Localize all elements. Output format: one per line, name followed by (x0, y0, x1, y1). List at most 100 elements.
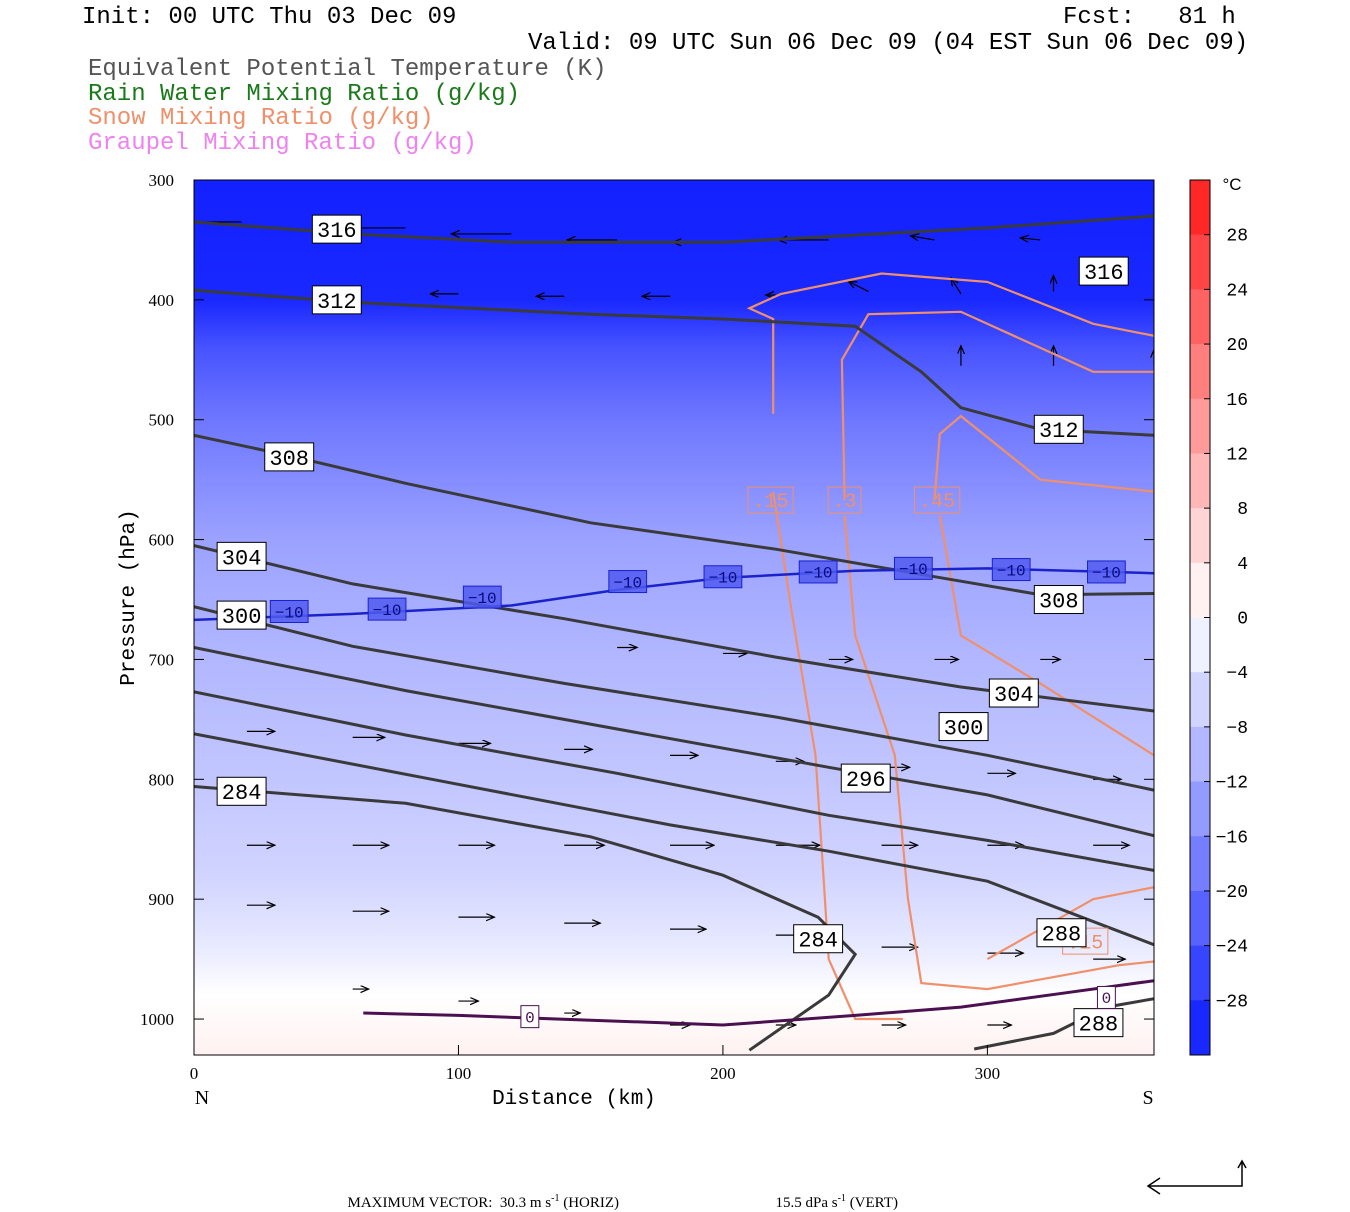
freezing-line (363, 979, 1154, 1027)
colorbar-swatch (1190, 180, 1210, 236)
isotherm-label-text: −10 (468, 590, 497, 608)
theta-e-label-text: 312 (1039, 419, 1079, 444)
theta-e-label-text: 308 (269, 447, 309, 472)
max-vector-vert-text: 15.5 dPa s (775, 1195, 838, 1211)
colorbar-swatch (1190, 945, 1210, 1001)
colorbar-label: −12 (1216, 774, 1248, 794)
colorbar-label: −8 (1226, 719, 1248, 739)
max-vector-horiz: MAXIMUM VECTOR: 30.3 m s-1 (HORIZ) (340, 1176, 620, 1212)
theta-e-contour-296 (194, 646, 1154, 838)
freezing-label-box (520, 1005, 540, 1029)
snow-label: .3 (827, 486, 862, 514)
legend-snow: Snow Mixing Ratio (g/kg) (88, 105, 434, 132)
theta-e-label-text: 316 (1084, 261, 1124, 286)
x-tick-label: 100 (446, 1064, 472, 1083)
wind-vector (910, 236, 935, 240)
vert-exponent: -1 (837, 1193, 846, 1204)
colorbar-swatch (1190, 344, 1210, 400)
colorbar-label: −4 (1226, 664, 1248, 684)
colorbar-swatch (1190, 617, 1210, 673)
theta-e-label-box (1073, 1008, 1124, 1038)
colorbar-swatch (1190, 1000, 1210, 1056)
y-tick-label: 1000 (140, 1010, 174, 1029)
forecast-hour: Fcst: 81 h (1063, 4, 1236, 31)
theta-e-label-text: 300 (222, 605, 262, 630)
y-tick-label: 800 (149, 770, 175, 789)
theta-e-label-box (938, 712, 989, 742)
colorbar-swatch (1190, 726, 1210, 783)
isotherm-label-text: −10 (804, 565, 833, 583)
isotherm-label: −10 (798, 560, 838, 584)
wind-vector (951, 278, 962, 295)
colorbar-swatch (1190, 890, 1210, 947)
colorbar-label: −28 (1216, 992, 1248, 1012)
isotherm-label: −10 (269, 600, 309, 624)
theta-e-label-box (311, 214, 362, 244)
snow-contour-p3 (840, 310, 1154, 501)
colorbar-label: −24 (1216, 938, 1248, 958)
freezing-label: 0 (520, 1005, 540, 1029)
theta-e-label: 288 (1073, 1008, 1124, 1038)
theta-e-contour-292 (194, 690, 1154, 872)
colorbar-swatch (1190, 672, 1210, 728)
colorbar-label: 4 (1237, 555, 1248, 575)
freezing-label-text: 0 (525, 1009, 535, 1027)
colorbar-label: 12 (1226, 445, 1248, 465)
snow-label-box (827, 486, 862, 514)
theta-e-label: 308 (1033, 585, 1084, 615)
theta-e-label-text: 304 (994, 683, 1034, 708)
isotherm-label-box (608, 570, 648, 594)
snow-label-text: .3 (833, 491, 857, 514)
isotherm-label-text: −10 (373, 602, 402, 620)
south-label: S (1142, 1087, 1153, 1109)
north-label: N (195, 1087, 209, 1109)
snow-contour-p3 (843, 515, 1154, 991)
theta-e-label-box (216, 776, 267, 806)
colorbar-label: 0 (1237, 610, 1248, 630)
valid-time: Valid: 09 UTC Sun 06 Dec 09 (04 EST Sun … (528, 30, 1249, 57)
x-tick-label: 300 (975, 1064, 1001, 1083)
snow-label-text: .45 (919, 491, 955, 514)
colorbar-swatch (1190, 508, 1210, 564)
x-tick-label: 200 (710, 1064, 736, 1083)
theta-e-label: 284 (793, 924, 844, 954)
theta-e-label-box (840, 763, 891, 793)
theta-e-contour-288 (194, 732, 1154, 947)
isotherm-label: −10 (991, 558, 1031, 582)
y-tick-label: 500 (149, 411, 175, 430)
snow-contour-p15 (986, 886, 1154, 961)
isotherm-label-box (269, 600, 309, 624)
theta-e-label: 288 (1036, 918, 1087, 948)
theta-e-label-text: 288 (1042, 923, 1082, 948)
y-axis-label: Pressure (hPa) (118, 509, 141, 685)
colorbar-label: 20 (1226, 336, 1248, 356)
isotherm-label-box (367, 597, 407, 621)
theta-e-label: 304 (216, 541, 267, 571)
y-tick-label: 900 (149, 890, 175, 909)
isotherm-label: −10 (608, 570, 648, 594)
colorbar-swatch (1190, 453, 1210, 509)
plot-frame (193, 179, 1155, 1056)
colorbar-unit: °C (1222, 175, 1241, 194)
snow-contour-p45 (933, 414, 1154, 501)
snow-contour-p45 (938, 515, 1154, 757)
theta-e-contour-284 (194, 785, 858, 1052)
theta-e-label-box (1033, 414, 1084, 444)
isotherm-label: −10 (462, 585, 502, 609)
theta-e-label: 316 (311, 214, 362, 244)
wind-vector (1020, 238, 1041, 240)
isotherm-label-box (893, 556, 933, 580)
y-tick-label: 600 (149, 531, 175, 550)
isotherm-label-text: −10 (613, 574, 642, 592)
theta-e-label-box (988, 678, 1039, 708)
colorbar-swatch (1190, 398, 1210, 454)
y-tick-label: 400 (149, 291, 175, 310)
colorbar-label: −16 (1216, 828, 1248, 848)
reference-vector-icon (1146, 1159, 1247, 1195)
init-time: Init: 00 UTC Thu 03 Dec 09 (82, 4, 457, 31)
theta-e-label: 304 (988, 678, 1039, 708)
wind-vector (848, 281, 869, 293)
colorbar-swatch (1190, 289, 1210, 345)
theta-e-label-box (1033, 585, 1084, 615)
